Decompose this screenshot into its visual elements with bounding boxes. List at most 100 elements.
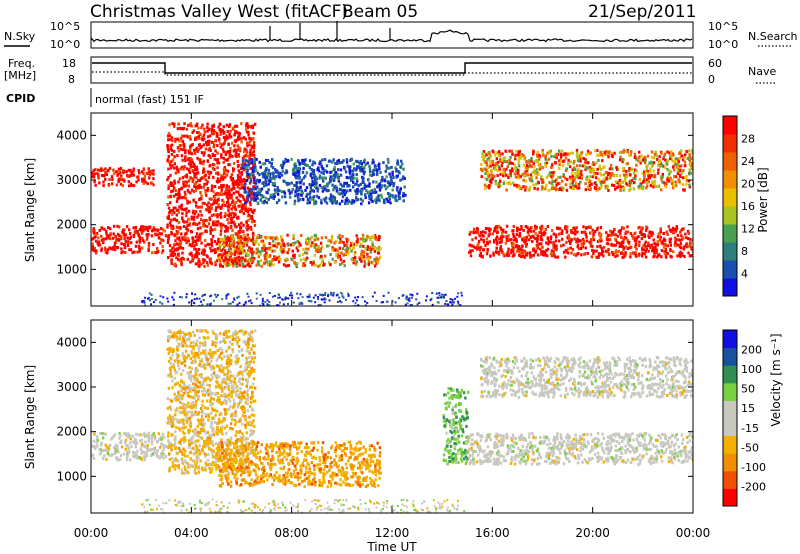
power-cell [674, 157, 678, 161]
power-cell [673, 168, 676, 172]
power-cell [683, 160, 687, 164]
power-cell [486, 248, 489, 251]
power-cell [246, 186, 250, 190]
power-cell [480, 237, 483, 241]
power-cell [659, 162, 663, 165]
power-cell [200, 161, 203, 165]
power-cell [201, 295, 204, 298]
power-cell [91, 242, 94, 246]
power-cell [218, 253, 221, 257]
power-cell [254, 165, 257, 169]
power-cell [281, 298, 284, 301]
power-cell [221, 298, 224, 301]
power-cell [559, 155, 563, 159]
power-cell [127, 168, 131, 172]
power-colorbar-tick-label: 4 [741, 268, 748, 281]
power-cell [505, 235, 509, 239]
power-cell [141, 225, 144, 229]
power-cell [688, 183, 691, 187]
power-cell [599, 172, 602, 176]
power-cell [245, 243, 249, 247]
power-cell [497, 250, 501, 254]
power-cell [118, 168, 121, 172]
power-cell [188, 200, 191, 204]
power-cell [234, 213, 237, 217]
power-cell [558, 227, 562, 231]
power-cell [231, 181, 235, 185]
power-cell [588, 152, 591, 156]
power-cell [213, 222, 216, 226]
power-cell [564, 255, 567, 259]
power-cell [147, 249, 150, 253]
power-cell [383, 201, 386, 205]
power-cell [248, 141, 251, 145]
power-cell [227, 247, 231, 251]
power-cell [493, 174, 496, 178]
power-cell [550, 155, 553, 158]
power-cell [234, 262, 237, 266]
power-cell [571, 151, 574, 155]
power-cell [472, 245, 476, 249]
power-cell [523, 174, 526, 178]
power-cell [270, 164, 273, 168]
power-cell [186, 237, 190, 241]
power-cell [622, 173, 626, 177]
power-cell [651, 180, 654, 184]
nsearch-label: N.Search [748, 30, 798, 43]
power-cell [287, 248, 291, 252]
power-cell [121, 230, 124, 234]
power-cell [676, 165, 679, 169]
power-cell [363, 264, 366, 268]
power-cell [131, 251, 134, 255]
power-cell [594, 176, 598, 180]
power-cell [354, 296, 357, 299]
power-cell [235, 256, 239, 260]
power-cell [339, 291, 342, 294]
power-cell [348, 171, 352, 175]
power-cell [319, 241, 323, 245]
power-cell [445, 300, 448, 302]
power-cell [625, 236, 628, 240]
power-cell [124, 239, 127, 243]
power-cell [399, 178, 402, 182]
velocity-cell [152, 448, 156, 452]
power-cell [282, 161, 286, 165]
power-cell [355, 234, 358, 238]
power-cell [400, 159, 403, 163]
power-cell [213, 157, 216, 161]
power-cell [180, 165, 184, 169]
power-cell [367, 257, 370, 261]
station-title: Christmas Valley West (fitACF) [90, 2, 348, 22]
power-cell [223, 141, 226, 145]
power-cell [481, 152, 484, 156]
power-cell [113, 241, 117, 245]
power-cell [685, 150, 689, 153]
power-cell [275, 175, 278, 179]
power-cell [597, 255, 600, 259]
power-cell [476, 227, 479, 231]
power-cell [246, 224, 250, 228]
power-cell [235, 200, 238, 204]
power-cell [138, 171, 141, 175]
power-cell [183, 134, 186, 138]
power-cell [173, 186, 176, 190]
power-cell [375, 261, 378, 265]
velocity-cell [139, 447, 143, 451]
power-cell [578, 164, 582, 168]
power-cell [210, 203, 213, 207]
power-cell [234, 232, 237, 236]
power-cell [183, 180, 187, 184]
power-cell [502, 228, 505, 232]
power-cell [407, 298, 410, 301]
power-cell [378, 167, 381, 171]
power-cell [272, 173, 275, 177]
power-cell [499, 184, 502, 188]
power-cell [601, 154, 605, 157]
power-cell [100, 173, 104, 177]
power-cell [178, 238, 181, 242]
power-cell [240, 206, 244, 210]
power-cell [332, 293, 335, 296]
power-cell [338, 241, 341, 245]
power-cell [666, 175, 670, 179]
power-cell [220, 226, 223, 230]
